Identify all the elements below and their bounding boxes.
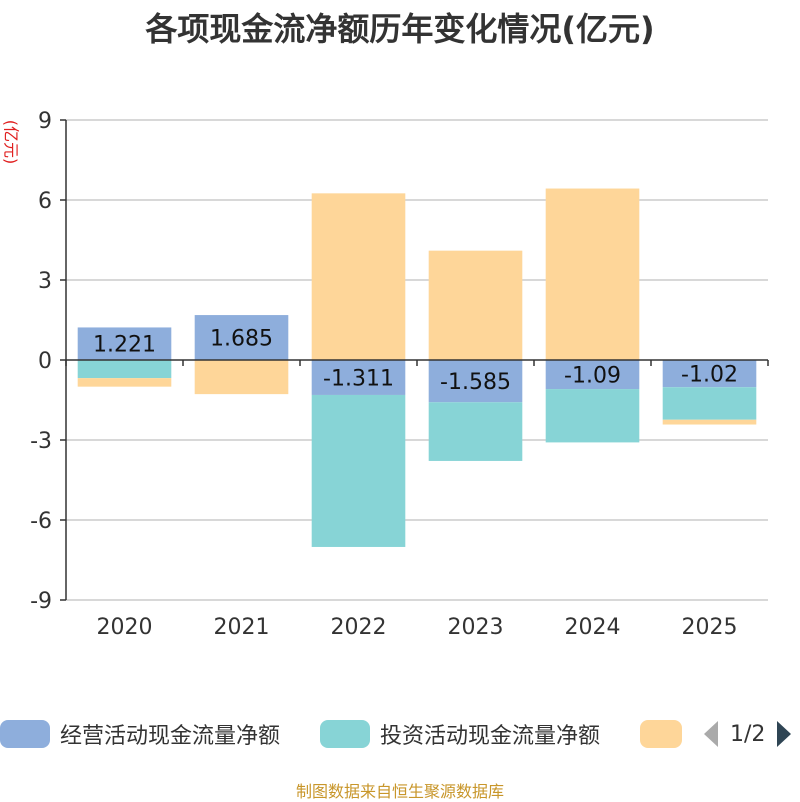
- legend-pager: 1/2: [700, 716, 795, 752]
- data-label-2020: 1.221: [93, 333, 156, 358]
- bar-s0-2022[interactable]: [311, 360, 406, 395]
- legend-item-operating[interactable]: 经营活动现金流量净额: [0, 716, 280, 752]
- grid-lines: [66, 119, 768, 601]
- x-tick-label-2020: 2020: [97, 615, 153, 640]
- bar-s0-2021[interactable]: [194, 315, 289, 360]
- legend-swatch-operating: [0, 720, 50, 748]
- source-note: 制图数据来自恒生聚源数据库: [295, 782, 504, 801]
- chart-plot: 9 6 3 0 -3 -6 -9 2020 2021 2022 2023 2024 2025 1.221…: [30, 109, 769, 640]
- chart-title: 各项现金流净额历年变化情况(亿元): [145, 10, 655, 48]
- y-tick-label: -3: [30, 429, 52, 454]
- legend-label-investing: 投资活动现金流量净额: [380, 724, 601, 749]
- legend: 经营活动现金流量净额 投资活动现金流量净额: [0, 716, 800, 752]
- y-tick-label: 9: [38, 109, 52, 134]
- data-labels: 1.221 1.685 -1.311 -1.585 -1.09 -1.02: [93, 327, 738, 396]
- x-tick-label-2023: 2023: [448, 615, 504, 640]
- bar-s1-2023[interactable]: [428, 402, 523, 461]
- bar-s2-2024[interactable]: [545, 188, 640, 360]
- legend-item-financing[interactable]: [640, 716, 692, 752]
- legend-page-indicator: 1/2: [730, 721, 766, 747]
- legend-swatch-investing: [320, 720, 370, 748]
- data-label-2021: 1.685: [210, 327, 273, 352]
- data-label-2025: -1.02: [681, 363, 738, 388]
- bar-s2-2021[interactable]: [194, 360, 289, 395]
- bar-s1-2025[interactable]: [662, 387, 757, 420]
- bar-s2-2025[interactable]: [662, 419, 757, 425]
- data-label-2022: -1.311: [323, 366, 394, 391]
- bar-s0-2025[interactable]: [662, 360, 757, 388]
- bars: [77, 188, 757, 547]
- legend-next-icon[interactable]: [773, 719, 795, 749]
- legend-item-investing[interactable]: 投资活动现金流量净额: [320, 716, 600, 752]
- bar-s2-2022[interactable]: [311, 193, 406, 360]
- y-tick-label: 3: [38, 269, 52, 294]
- legend-prev-icon[interactable]: [700, 719, 722, 749]
- data-label-2023: -1.585: [440, 370, 511, 395]
- bar-s0-2023[interactable]: [428, 360, 523, 403]
- y-tick-label: -9: [30, 589, 52, 614]
- bar-s2-2023[interactable]: [428, 250, 523, 360]
- axes: 9 6 3 0 -3 -6 -9 2020 2021 2022 2023 2024 2025: [30, 109, 769, 640]
- x-tick-label-2021: 2021: [214, 615, 270, 640]
- legend-label-operating: 经营活动现金流量净额: [60, 724, 281, 749]
- x-tick-label-2022: 2022: [331, 615, 387, 640]
- bar-s1-2020[interactable]: [77, 360, 172, 379]
- y-tick-label: 6: [38, 189, 52, 214]
- x-tick-label-2024: 2024: [565, 615, 621, 640]
- bar-s0-2024[interactable]: [545, 360, 640, 390]
- bar-s2-2020[interactable]: [77, 378, 172, 387]
- bar-s0-2020[interactable]: [77, 327, 172, 360]
- bar-s1-2024[interactable]: [545, 389, 640, 443]
- y-tick-label: 0: [38, 349, 52, 374]
- data-label-2024: -1.09: [564, 364, 621, 389]
- bar-s1-2022[interactable]: [311, 394, 406, 547]
- x-tick-label-2025: 2025: [682, 615, 738, 640]
- y-tick-label: -6: [30, 509, 52, 534]
- legend-swatch-financing: [640, 720, 682, 748]
